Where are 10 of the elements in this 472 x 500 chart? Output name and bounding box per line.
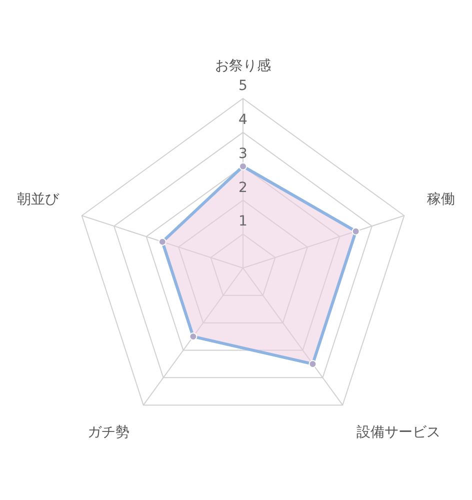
spoke-label: 設備サービス	[356, 424, 441, 441]
y-tick-label: 3	[238, 146, 248, 162]
y-tick-label: 4	[238, 112, 248, 128]
y-tick-label: 2	[238, 180, 248, 196]
spoke-label: 稼働	[427, 191, 455, 208]
y-tick-label: 1	[238, 214, 248, 230]
y-tick-label: 5	[238, 78, 248, 94]
spoke-label: ガチ勢	[87, 424, 130, 441]
spoke-label: 朝並び	[17, 191, 60, 208]
spoke-label: お祭り感	[215, 58, 271, 74]
